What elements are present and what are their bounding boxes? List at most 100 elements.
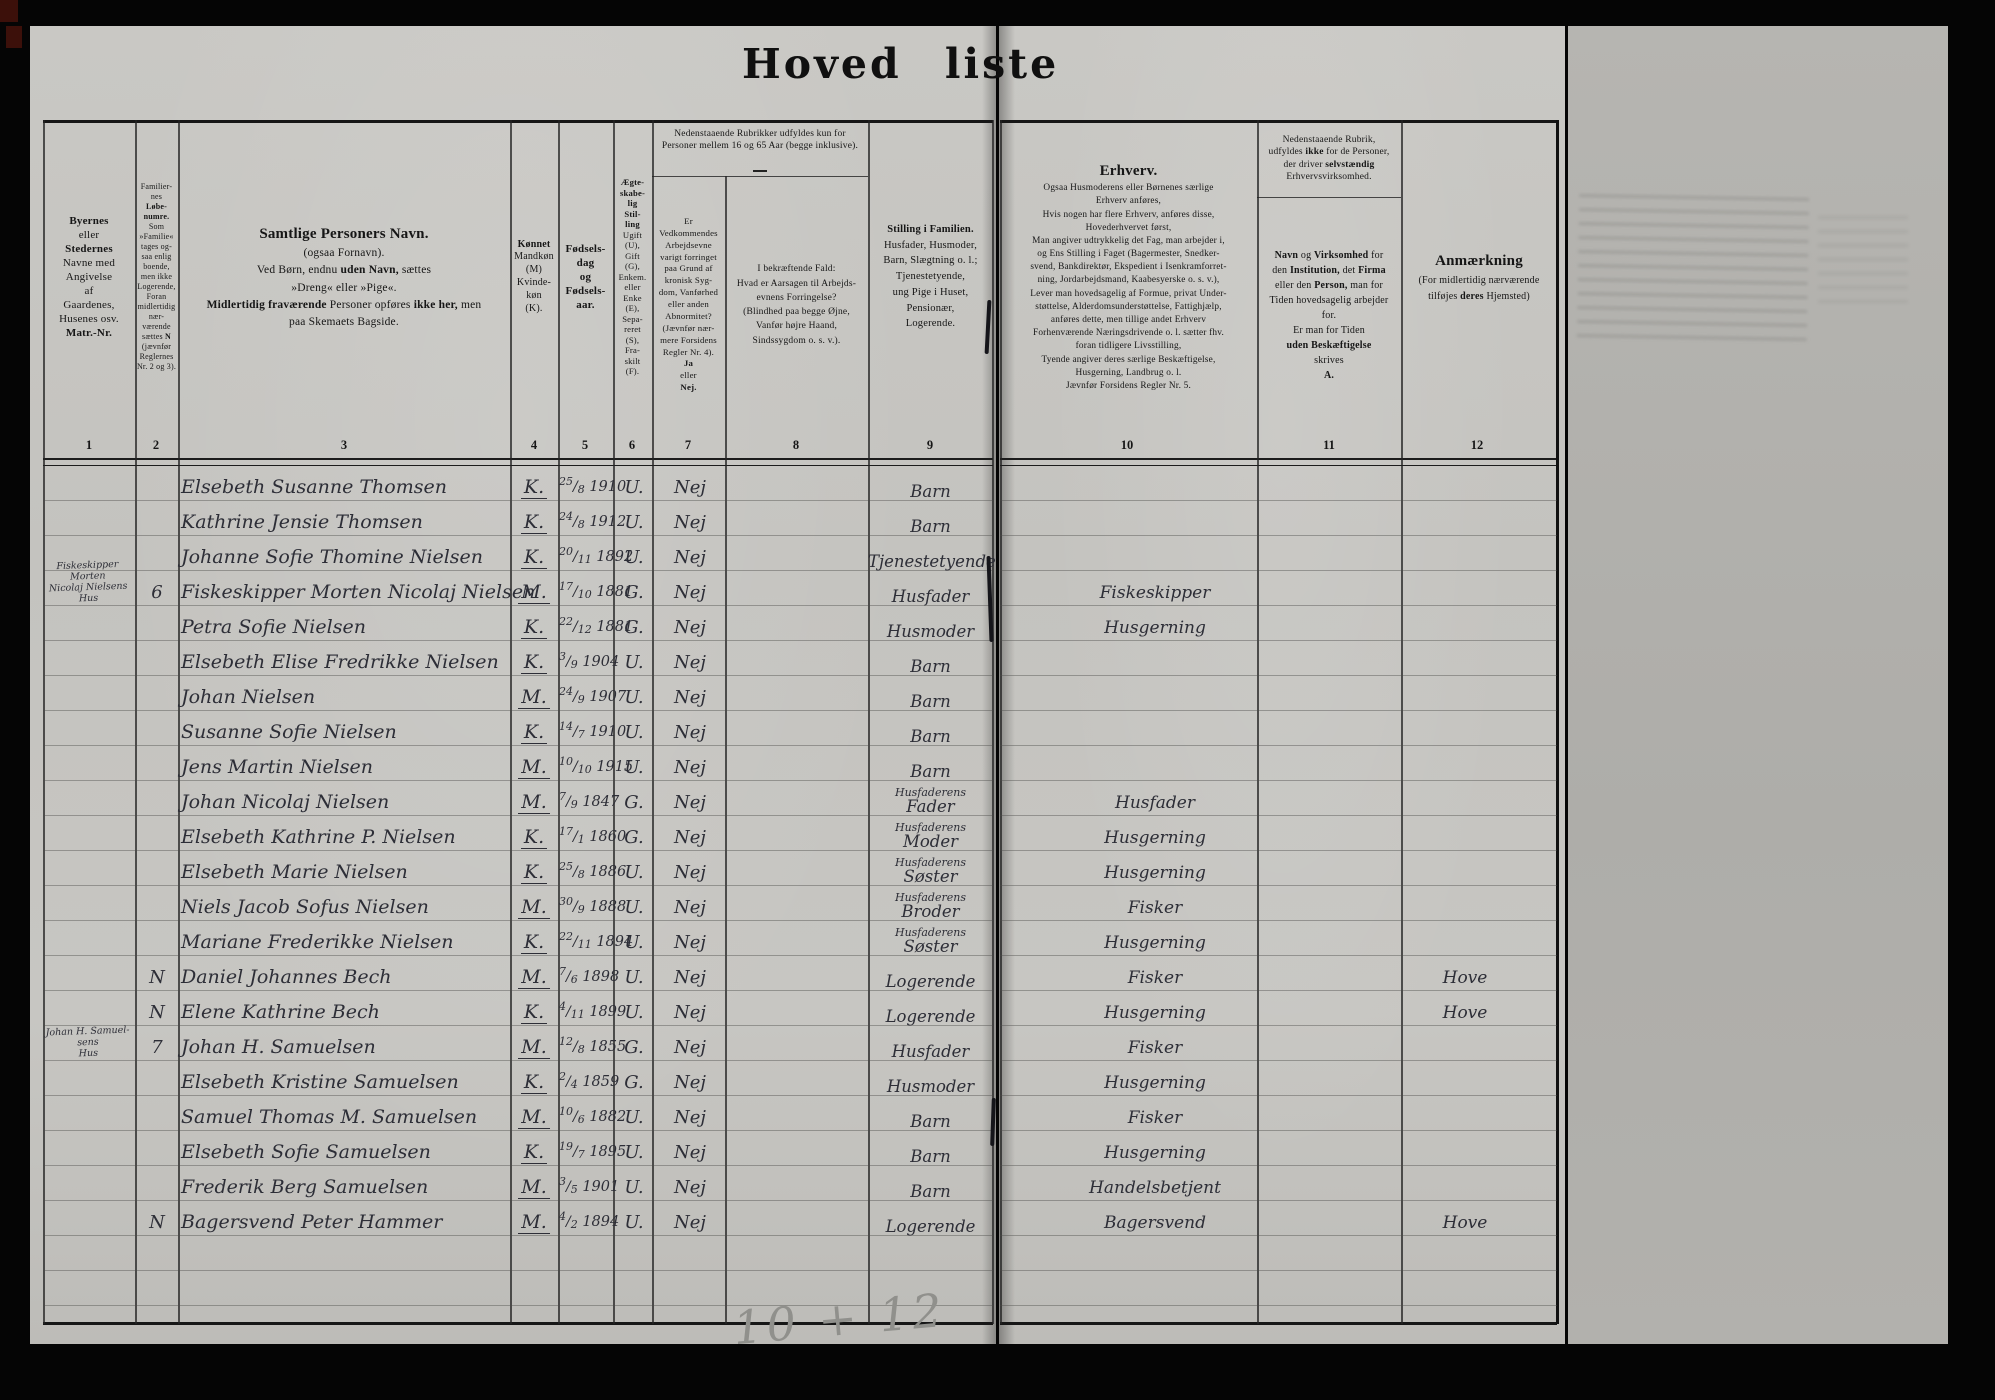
marital-status-value: G. [624, 1037, 644, 1058]
family-position-value: Barn [910, 691, 951, 711]
remark-value: Hove [1442, 1003, 1488, 1023]
column-number: 10 [1120, 438, 1134, 452]
marital-status-value: U. [624, 1107, 644, 1128]
row-rule-line [1000, 710, 1557, 711]
work-ability-value: Nej [674, 1142, 706, 1163]
row-rule-line [1000, 850, 1557, 851]
birthdate-value: 2/4 1859 [559, 1070, 620, 1091]
column-line [613, 120, 615, 1324]
row-rule-line [1000, 1270, 1557, 1271]
header-family-position: Stilling i Familien. Husfader, Husmoder, B… [883, 223, 978, 330]
header-name: Samtlige Personers Navn. (ogsaa Fornavn).… [206, 225, 482, 329]
marital-status-value: G. [624, 1072, 644, 1093]
occupation-value: Fisker [1127, 898, 1183, 918]
bleedthrough-text [1576, 194, 1810, 348]
row-rule-line [43, 1130, 993, 1131]
family-position-value: Husfader [891, 1041, 970, 1061]
row-rule-line [1000, 1060, 1557, 1061]
sex-value: K. [510, 1141, 558, 1164]
table-bottom-rule [43, 1322, 993, 1325]
sex-value: K. [510, 826, 558, 849]
row-rule-line [1000, 570, 1557, 571]
marital-status-value: U. [624, 967, 644, 988]
table-row: Fisker [1000, 1096, 1557, 1131]
table-row: Samuel Thomas M. Samuelsen M. 10/6 1882 U. N… [43, 1096, 993, 1131]
header-sex: Kønnet Mandkøn (M) Kvinde-køn (K). [514, 238, 554, 314]
row-rule-line [1000, 1025, 1557, 1026]
sex-value: M. [510, 896, 558, 919]
person-name: Johan Nicolaj Nielsen [181, 791, 390, 813]
row-rule-line [1000, 955, 1557, 956]
birthdate-value: 4/11 1899 [559, 1000, 627, 1021]
person-name: Bagersvend Peter Hammer [181, 1211, 443, 1233]
family-position-value: Husmoder [886, 1076, 975, 1096]
table-row: Fiskeskipper [1000, 571, 1557, 606]
table-row: Johan Nielsen M. 24/9 1907 U. Nej Barn [43, 676, 993, 711]
person-name: Elsebeth Susanne Thomsen [181, 476, 447, 498]
person-name: Elene Kathrine Bech [181, 1001, 380, 1023]
table-row: Husgerning [1000, 816, 1557, 851]
birthdate-value: 24/9 1907 [559, 685, 627, 706]
marital-status-value: G. [624, 582, 644, 603]
family-number: N [149, 1002, 165, 1023]
work-ability-value: Nej [674, 827, 706, 848]
row-rule-line [43, 955, 993, 956]
marital-status-value: G. [624, 792, 644, 813]
sex-value: K. [510, 651, 558, 674]
work-ability-value: Nej [674, 477, 706, 498]
person-name: Petra Sofie Nielsen [181, 616, 366, 638]
family-position-value: Husfaderens Fader [894, 785, 966, 816]
header-occupation: Erhverv. Ogsaa Husmoderens eller Børnenes… [1030, 162, 1227, 391]
row-rule-line [1000, 1130, 1557, 1131]
occupation-value: Fisker [1127, 1038, 1183, 1058]
page-title: Hoved liste [742, 40, 1060, 88]
table-row: Fisker [1000, 1026, 1557, 1061]
row-rule-line [43, 780, 993, 781]
table-row: Husgerning [1000, 1061, 1557, 1096]
occupation-value: Husfader [1115, 793, 1195, 813]
row-rule-line [43, 535, 993, 536]
family-number: N [149, 1212, 165, 1233]
sex-value: M. [510, 966, 558, 989]
birthdate-value: 22/11 1894 [559, 930, 634, 951]
row-rule-line [43, 570, 993, 571]
person-name: Elsebeth Kristine Samuelsen [181, 1071, 459, 1093]
column-number: 5 [581, 438, 589, 452]
occupation-value: Bagersvend [1104, 1213, 1206, 1233]
work-ability-value: Nej [674, 1037, 706, 1058]
sex-value: M. [510, 1106, 558, 1129]
backside-margin-page [1568, 26, 1948, 1344]
header-birthdate: Fødsels-dag og Fødsels-aar. [565, 242, 606, 312]
person-name: Fiskeskipper Morten Nicolaj Nielsen [181, 581, 536, 603]
column-line [178, 120, 180, 1324]
family-number: 6 [151, 582, 163, 603]
person-name: Niels Jacob Sofus Nielsen [181, 896, 429, 918]
family-position-value: Husfaderens Broder [894, 890, 966, 921]
marital-status-value: U. [624, 1142, 644, 1163]
table-row: Fisker Hove [1000, 956, 1557, 991]
table-row: Elsebeth Susanne Thomsen K. 25/8 1910 U. Nej… [43, 466, 993, 501]
column-line [1257, 120, 1259, 1324]
family-position-value: Logerende [885, 1006, 976, 1026]
person-name: Jens Martin Nielsen [181, 756, 373, 778]
row-rule-line [1000, 815, 1557, 816]
occupation-value: Handelsbetjent [1089, 1178, 1221, 1198]
header-bottom-rule [1000, 458, 1557, 466]
sex-value: K. [510, 861, 558, 884]
birthdate-value: 10/10 1915 [559, 755, 634, 776]
family-position-value: Barn [910, 761, 951, 781]
birthdate-value: 17/1 1860 [559, 825, 627, 846]
row-rule-line [43, 605, 993, 606]
table-top-rule [1000, 120, 1557, 123]
box-divider-line [1257, 197, 1401, 198]
work-ability-value: Nej [674, 1002, 706, 1023]
column-line [725, 176, 727, 1324]
work-ability-value: Nej [674, 757, 706, 778]
family-position-value: Logerende [885, 971, 976, 991]
sex-value: M. [510, 1036, 558, 1059]
birthdate-value: 19/7 1895 [559, 1140, 627, 1161]
table-row: Bagersvend Hove [1000, 1201, 1557, 1236]
birthdate-value: 12/8 1855 [559, 1035, 627, 1056]
column-line [135, 120, 137, 1324]
birthdate-value: 14/7 1910 [559, 720, 627, 741]
